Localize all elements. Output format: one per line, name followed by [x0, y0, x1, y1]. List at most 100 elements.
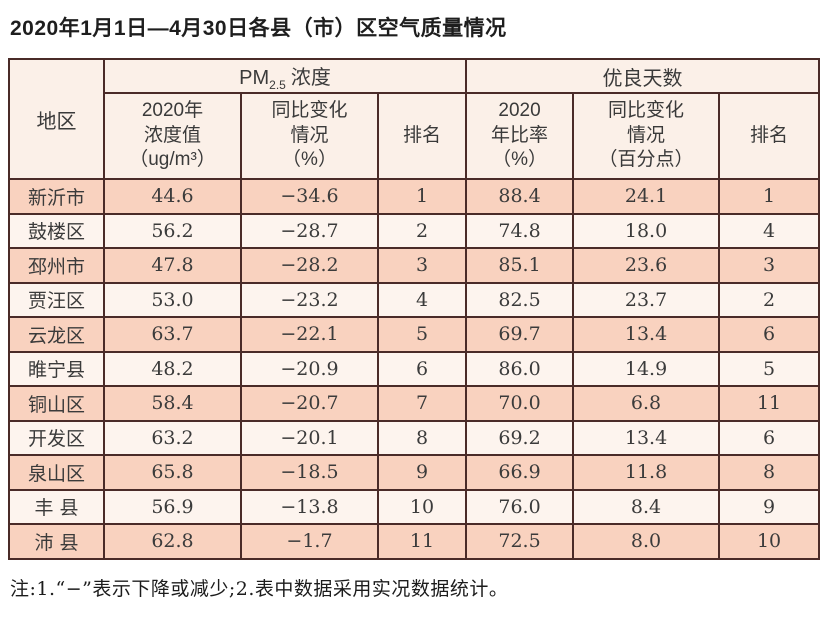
- cell-pm-value: 63.2: [103, 419, 242, 456]
- cell-pm-value: 48.2: [103, 350, 242, 387]
- table-row: 睢宁县 48.2 −20.9 6 86.0 14.9 5: [8, 350, 821, 387]
- cell-pm-change: −20.1: [240, 419, 379, 456]
- cell-region: 开发区: [8, 419, 105, 456]
- cell-days-change: 14.9: [572, 350, 721, 387]
- header-pm-value: 2020年 浓度值 （ug/m³）: [103, 92, 242, 180]
- table-row: 云龙区 63.7 −22.1 5 69.7 13.4 6: [8, 316, 821, 353]
- cell-days-rate: 72.5: [465, 523, 575, 560]
- cell-pm-change: −18.5: [240, 454, 379, 491]
- cell-pm-rank: 8: [376, 419, 468, 456]
- cell-days-change: 13.4: [572, 419, 721, 456]
- cell-days-rate: 86.0: [465, 350, 575, 387]
- cell-days-rank: 5: [718, 350, 821, 387]
- table-row: 贾汪区 53.0 −23.2 4 82.5 23.7 2: [8, 281, 821, 318]
- cell-days-rank: 8: [718, 454, 821, 491]
- cell-days-rank: 6: [718, 419, 821, 456]
- pm25-prefix: PM: [239, 66, 270, 89]
- cell-days-rank: 11: [718, 385, 821, 422]
- cell-region: 鼓楼区: [8, 212, 105, 249]
- cell-pm-rank: 3: [376, 247, 468, 284]
- cell-pm-rank: 10: [376, 488, 468, 525]
- cell-days-change: 18.0: [572, 212, 721, 249]
- header-days-change: 同比变化 情况 （百分点）: [572, 92, 721, 180]
- cell-days-rank: 2: [718, 281, 821, 318]
- cell-days-change: 13.4: [572, 316, 721, 353]
- header-pm25-group: PM2.5 浓度: [102, 58, 468, 94]
- cell-pm-change: −13.8: [240, 488, 379, 525]
- cell-pm-rank: 6: [376, 350, 468, 387]
- cell-days-rank: 10: [718, 523, 821, 560]
- table-row: 开发区 63.2 −20.1 8 69.2 13.4 6: [8, 419, 821, 456]
- cell-pm-value: 56.2: [103, 212, 242, 249]
- cell-region: 泉山区: [8, 454, 105, 491]
- cell-days-change: 24.1: [572, 178, 721, 215]
- cell-pm-change: −22.1: [240, 316, 379, 353]
- footnote: 注:1.“−”表示下降或减少;2.表中数据采用实况数据统计。: [10, 577, 509, 600]
- cell-region: 新沂市: [8, 178, 105, 215]
- cell-days-rate: 69.2: [465, 419, 575, 456]
- table-row: 鼓楼区 56.2 −28.7 2 74.8 18.0 4: [8, 212, 821, 249]
- table-header: 地区 PM2.5 浓度 优良天数 2020年 浓度值 （ug/m³） 同比变化 情…: [8, 58, 821, 180]
- cell-pm-value: 47.8: [103, 247, 242, 284]
- cell-days-rate: 85.1: [465, 247, 575, 284]
- page-title: 2020年1月1日—4月30日各县（市）区空气质量情况: [10, 17, 507, 40]
- table-row: 丰 县 56.9 −13.8 10 76.0 8.4 9: [8, 488, 821, 525]
- table-row: 邳州市 47.8 −28.2 3 85.1 23.6 3: [8, 247, 821, 284]
- table-row: 泉山区 65.8 −18.5 9 66.9 11.8 8: [8, 454, 821, 491]
- pm25-suffix: 浓度: [290, 66, 331, 89]
- cell-days-rank: 4: [718, 212, 821, 249]
- cell-days-rank: 1: [718, 178, 821, 215]
- cell-days-change: 11.8: [572, 454, 721, 491]
- cell-days-change: 23.7: [572, 281, 721, 318]
- cell-days-change: 8.4: [572, 488, 721, 525]
- cell-pm-rank: 1: [376, 178, 468, 215]
- table-row: 新沂市 44.6 −34.6 1 88.4 24.1 1: [8, 178, 821, 215]
- cell-pm-rank: 7: [376, 385, 468, 422]
- table-row: 铜山区 58.4 −20.7 7 70.0 6.8 11: [8, 385, 821, 422]
- cell-days-rate: 66.9: [465, 454, 575, 491]
- cell-pm-value: 62.8: [103, 523, 242, 560]
- cell-pm-change: −20.7: [240, 385, 379, 422]
- header-pm-change: 同比变化 情况 （%）: [240, 92, 379, 180]
- cell-pm-value: 44.6: [103, 178, 242, 215]
- cell-pm-rank: 11: [376, 523, 468, 560]
- cell-days-rate: 82.5: [465, 281, 575, 318]
- cell-pm-value: 56.9: [103, 488, 242, 525]
- header-region: 地区: [8, 58, 105, 180]
- cell-pm-change: −28.2: [240, 247, 379, 284]
- cell-region: 铜山区: [8, 385, 105, 422]
- table-body: 新沂市 44.6 −34.6 1 88.4 24.1 1 鼓楼区 56.2 −2…: [8, 178, 821, 560]
- cell-days-rate: 70.0: [465, 385, 575, 422]
- header-days-rank: 排名: [718, 92, 821, 180]
- cell-pm-change: −34.6: [240, 178, 379, 215]
- cell-pm-value: 53.0: [103, 281, 242, 318]
- cell-pm-value: 58.4: [103, 385, 242, 422]
- header-days-group: 优良天数: [465, 58, 821, 94]
- header-pm-rank: 排名: [376, 92, 468, 180]
- table-row: 沛 县 62.8 −1.7 11 72.5 8.0 10: [8, 523, 821, 560]
- cell-pm-rank: 5: [376, 316, 468, 353]
- cell-region: 贾汪区: [8, 281, 105, 318]
- cell-region: 睢宁县: [8, 350, 105, 387]
- cell-pm-rank: 9: [376, 454, 468, 491]
- cell-region: 丰 县: [8, 488, 105, 525]
- cell-days-rate: 69.7: [465, 316, 575, 353]
- cell-pm-change: −20.9: [240, 350, 379, 387]
- sub-header-row: 2020年 浓度值 （ug/m³） 同比变化 情况 （%） 排名 2020 年比…: [9, 92, 821, 180]
- cell-pm-value: 63.7: [103, 316, 242, 353]
- cell-region: 沛 县: [8, 523, 105, 560]
- cell-pm-change: −28.7: [240, 212, 379, 249]
- pm25-subscript: 2.5: [269, 77, 286, 92]
- air-quality-table: 地区 PM2.5 浓度 优良天数 2020年 浓度值 （ug/m³） 同比变化 情…: [8, 58, 821, 560]
- header-days-rate: 2020 年比率 （%）: [465, 92, 575, 180]
- cell-pm-value: 65.8: [103, 454, 242, 491]
- cell-pm-change: −23.2: [240, 281, 379, 318]
- cell-pm-rank: 4: [376, 281, 468, 318]
- cell-days-change: 6.8: [572, 385, 721, 422]
- cell-pm-change: −1.7: [240, 523, 379, 560]
- group-header-row: 地区 PM2.5 浓度 优良天数: [8, 58, 821, 180]
- cell-days-rank: 3: [718, 247, 821, 284]
- cell-pm-rank: 2: [376, 212, 468, 249]
- cell-days-rate: 88.4: [465, 178, 575, 215]
